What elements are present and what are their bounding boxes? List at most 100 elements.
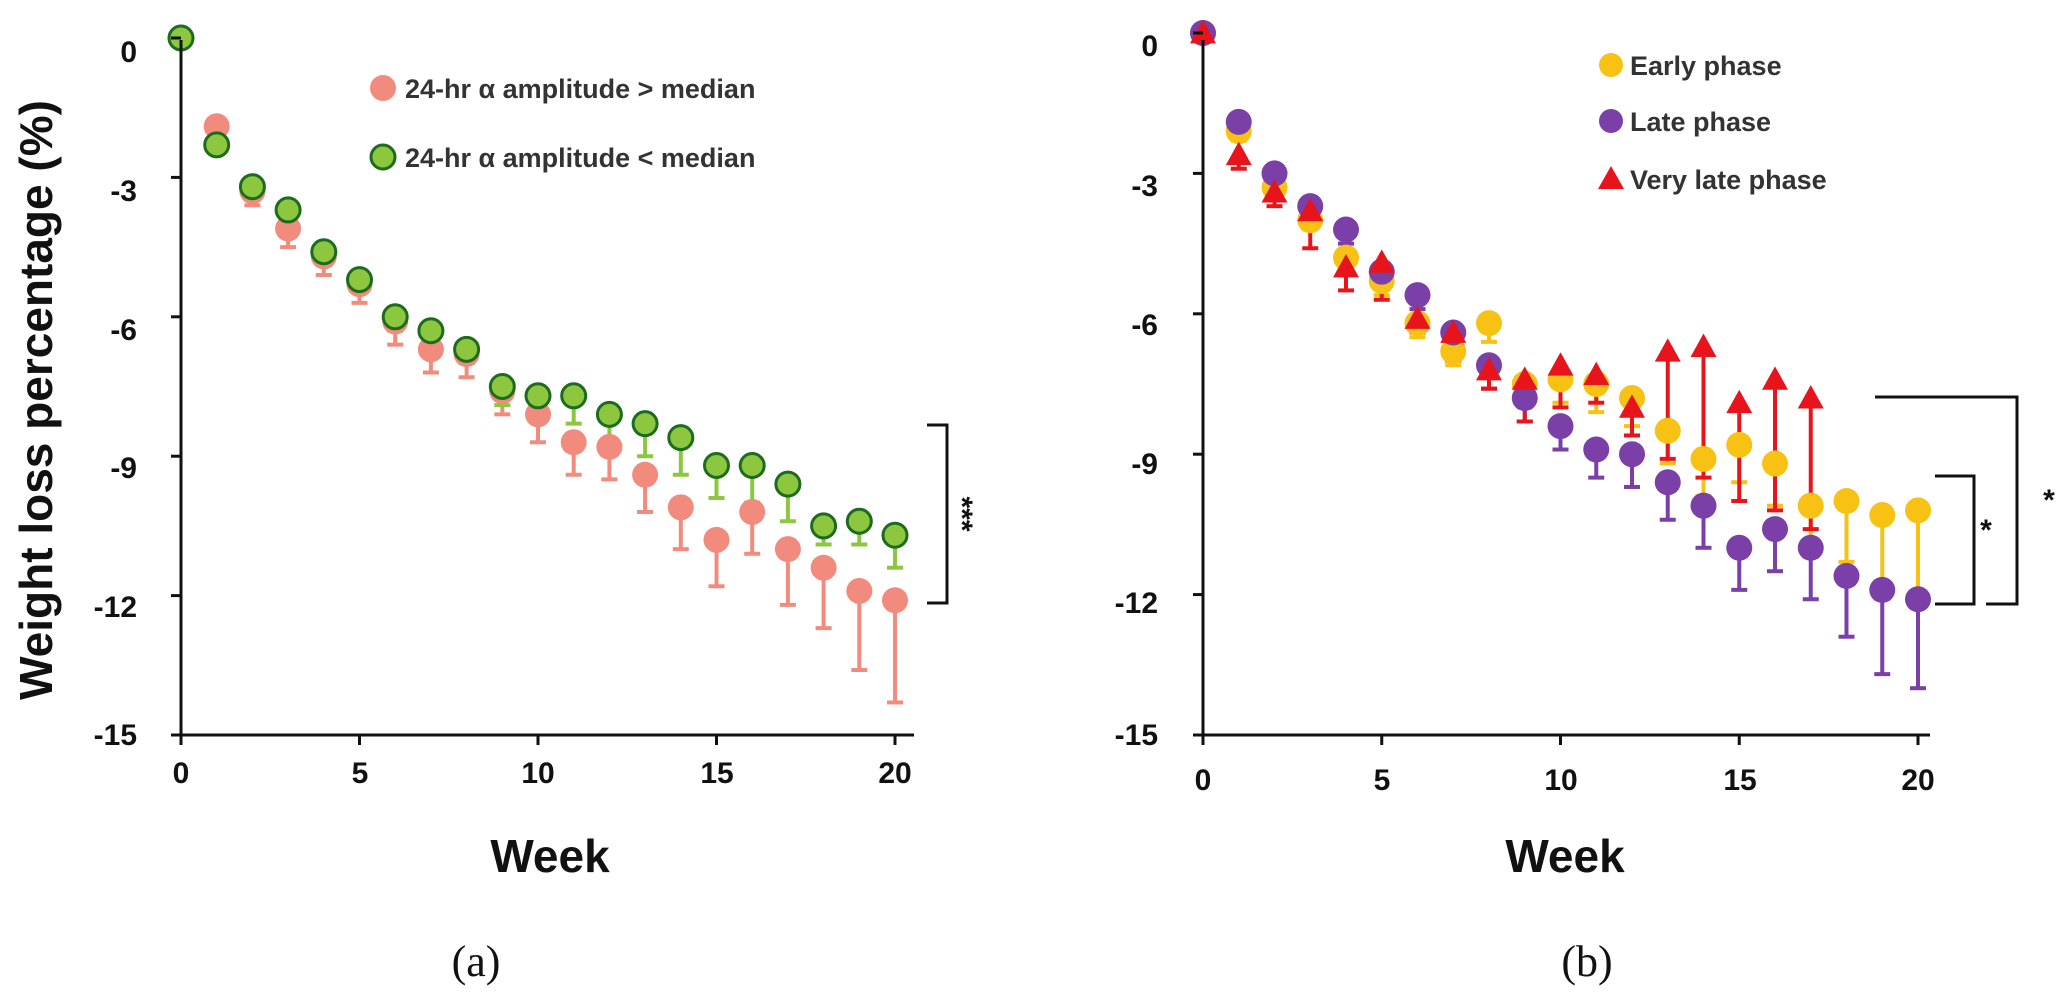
panel-b-point-early-phase	[1869, 502, 1896, 529]
panel-b-point-very-late-phase	[1440, 319, 1467, 343]
panel-b-y-tick-label: -6	[1131, 309, 1158, 342]
panel-a-point-24-hr-amplitude-median	[774, 536, 801, 563]
panel-b-y-tick-label: -3	[1131, 170, 1158, 203]
panel-a-point-24-hr-amplitude-median	[881, 521, 909, 549]
panel-b-point-early-phase	[1833, 488, 1860, 514]
panel-b-significance-bracket-inner	[1935, 474, 1976, 606]
panel-a-x-tick-label: 0	[173, 757, 190, 790]
panel-a-x-tick-label: 10	[521, 757, 554, 790]
panel-b-legend-marker-very-late-phase	[1598, 166, 1624, 189]
panel-b-point-early-phase	[1726, 431, 1753, 458]
panel-a-y-axis-title: Weight loss percentage (%)	[10, 100, 62, 700]
panel-a-chart: 0 -3 -6 -9 -12 -15 0 5 10 15 20 Week Wei…	[10, 24, 978, 986]
panel-a-point-24-hr-amplitude-median	[703, 526, 730, 553]
panel-a-point-24-hr-amplitude-median	[882, 587, 908, 614]
panel-b-point-late-phase	[1583, 436, 1610, 463]
panel-b-point-early-phase	[1690, 445, 1717, 472]
panel-b-point-very-late-phase	[1476, 356, 1502, 381]
panel-b-legend-marker-early-phase	[1599, 53, 1623, 77]
panel-a-point-24-hr-amplitude-median	[632, 461, 659, 488]
panel-b-x-tick-marks	[1201, 735, 1920, 745]
panel-b-y-tick-label: 0	[1141, 30, 1158, 63]
panel-b-point-late-phase	[1797, 534, 1824, 561]
panel-a-x-tick-label: 20	[878, 757, 911, 790]
panel-b-point-very-late-phase	[1404, 305, 1431, 329]
panel-a-y-tick-marks	[171, 36, 181, 737]
panel-b-x-tick-label: 15	[1723, 764, 1756, 797]
panel-a-point-24-hr-amplitude-median	[560, 429, 587, 456]
panel-b-point-very-late-phase	[1261, 179, 1288, 203]
panel-a-point-24-hr-amplitude-median	[631, 410, 659, 438]
panel-a-y-tick-label: -9	[110, 452, 137, 485]
panel-a-x-tick-label: 5	[352, 757, 369, 790]
panel-b-point-very-late-phase	[1690, 333, 1717, 357]
panel-a-point-24-hr-amplitude-median	[310, 238, 338, 266]
panel-b-x-tick-label: 20	[1901, 764, 1934, 797]
panel-a-point-24-hr-amplitude-median	[417, 317, 445, 345]
panel-b-significance-label-inner: *	[1980, 514, 1992, 547]
panel-b-label: (b)	[1561, 937, 1612, 986]
panel-b-y-tick-label: -12	[1115, 587, 1158, 620]
panel-a-significance-bracket	[927, 423, 949, 605]
panel-b-point-very-late-phase	[1368, 249, 1395, 273]
panel-b-y-tick-label: -15	[1115, 719, 1158, 752]
panel-b-point-very-late-phase	[1511, 366, 1538, 390]
panel-b-point-late-phase	[1762, 516, 1788, 543]
panel-a-point-24-hr-amplitude-median	[203, 113, 230, 140]
panel-b-point-late-phase	[1833, 562, 1860, 589]
panel-b-point-late-phase	[1547, 413, 1574, 440]
panel-a-point-24-hr-amplitude-median	[810, 554, 837, 581]
panel-a-point-24-hr-amplitude-median	[560, 382, 588, 410]
panel-a-point-24-hr-amplitude-median	[738, 451, 766, 479]
panel-a-point-24-hr-amplitude-median	[417, 336, 444, 363]
panel-a-y-tick-label: -6	[110, 314, 137, 347]
panel-a-point-24-hr-amplitude-median	[346, 266, 373, 294]
panel-a-point-24-hr-amplitude-median	[274, 196, 302, 224]
panel-a-point-24-hr-amplitude-median	[845, 507, 873, 535]
panel-b-legend-marker-late-phase	[1599, 109, 1623, 133]
panel-a-legend-marker-below-median	[369, 143, 397, 171]
panel-b-point-very-late-phase	[1797, 385, 1824, 409]
panel-b-legend-label-very-late-phase: Very late phase	[1630, 165, 1827, 195]
panel-a-label: (a)	[452, 937, 501, 986]
panel-b-point-very-late-phase	[1619, 394, 1645, 418]
panel-a-point-24-hr-amplitude-median	[524, 382, 552, 410]
panel-a-y-tick-label: -12	[94, 591, 137, 624]
panel-b-point-late-phase	[1726, 534, 1753, 561]
panel-b-x-tick-label: 5	[1374, 764, 1391, 797]
panel-b-point-late-phase	[1511, 385, 1538, 412]
panel-b-point-very-late-phase	[1225, 141, 1252, 166]
panel-a-point-24-hr-amplitude-median	[703, 451, 730, 479]
panel-a-y-tick-label: 0	[120, 36, 137, 69]
panel-b-point-early-phase	[1797, 492, 1824, 519]
panel-a-point-24-hr-amplitude-median	[275, 215, 302, 242]
panel-a-point-24-hr-amplitude-median	[381, 303, 409, 331]
panel-a-point-24-hr-amplitude-median	[203, 131, 231, 159]
panel-b-x-tick-label: 0	[1195, 764, 1212, 797]
panel-a-x-axis-title: Week	[490, 830, 610, 882]
panel-b-point-very-late-phase	[1654, 338, 1681, 362]
panel-a-point-24-hr-amplitude-median	[667, 424, 695, 452]
panel-b-point-early-phase	[1905, 497, 1931, 524]
panel-b-point-late-phase	[1905, 586, 1931, 613]
panel-b-point-very-late-phase	[1583, 361, 1610, 386]
panel-a-points	[167, 24, 909, 614]
panel-b-x-tick-label: 10	[1544, 764, 1577, 797]
panel-b-point-early-phase	[1476, 310, 1502, 337]
panel-a-point-24-hr-amplitude-median	[238, 173, 266, 201]
panel-b-point-late-phase	[1869, 576, 1896, 603]
panel-a-legend-label-above-median: 24-hr α amplitude > median	[405, 74, 755, 104]
panel-b-point-early-phase	[1654, 417, 1681, 444]
panel-a-x-tick-marks	[179, 735, 897, 745]
panel-b-point-very-late-phase	[1547, 352, 1574, 376]
panel-b-point-early-phase	[1440, 338, 1467, 365]
panel-b-point-very-late-phase	[1762, 366, 1788, 390]
panel-b-y-tick-label: -9	[1131, 448, 1158, 481]
panel-a-point-24-hr-amplitude-median	[596, 433, 623, 460]
panel-a-error-bars	[208, 126, 903, 705]
panel-a-x-tick-label: 15	[700, 757, 733, 790]
panel-a-point-24-hr-amplitude-median	[595, 400, 623, 428]
panel-a-point-24-hr-amplitude-median	[774, 470, 802, 498]
panel-a-point-24-hr-amplitude-median	[667, 494, 694, 521]
